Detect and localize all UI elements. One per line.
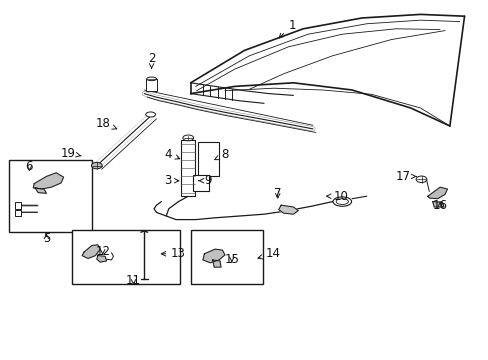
- Polygon shape: [427, 187, 447, 199]
- Bar: [145, 79, 157, 91]
- Polygon shape: [278, 205, 298, 214]
- Ellipse shape: [183, 135, 193, 141]
- Text: 5: 5: [42, 232, 50, 245]
- Bar: [15, 202, 20, 209]
- Text: 15: 15: [224, 253, 239, 266]
- Text: 6: 6: [25, 160, 33, 173]
- Ellipse shape: [91, 162, 102, 169]
- Text: 19: 19: [61, 147, 81, 159]
- Polygon shape: [35, 188, 46, 193]
- Text: 1: 1: [279, 19, 295, 38]
- Ellipse shape: [332, 197, 351, 206]
- Text: 18: 18: [96, 117, 117, 130]
- Polygon shape: [432, 202, 443, 207]
- Bar: [198, 142, 218, 176]
- Polygon shape: [82, 245, 100, 258]
- Polygon shape: [97, 256, 106, 262]
- Text: 2: 2: [147, 52, 155, 68]
- Bar: [9, 160, 92, 232]
- Ellipse shape: [146, 77, 156, 81]
- Text: 3: 3: [164, 174, 179, 187]
- Ellipse shape: [145, 112, 155, 117]
- Bar: [181, 140, 195, 196]
- Bar: [190, 230, 263, 284]
- Bar: [15, 210, 20, 216]
- Bar: [72, 230, 180, 284]
- Text: 12: 12: [95, 245, 110, 258]
- Bar: [193, 175, 208, 191]
- Text: 10: 10: [326, 190, 347, 203]
- Ellipse shape: [336, 199, 347, 204]
- Ellipse shape: [415, 176, 426, 183]
- Text: 11: 11: [126, 274, 141, 287]
- Polygon shape: [203, 249, 224, 263]
- Text: 9: 9: [199, 174, 211, 187]
- Text: 17: 17: [395, 170, 415, 183]
- Text: 16: 16: [432, 199, 447, 212]
- Polygon shape: [33, 173, 63, 189]
- Text: 4: 4: [164, 148, 180, 161]
- Polygon shape: [212, 260, 221, 267]
- Text: 8: 8: [214, 148, 228, 161]
- Text: 14: 14: [258, 247, 280, 260]
- Text: 13: 13: [161, 247, 185, 260]
- Text: 7: 7: [273, 187, 281, 200]
